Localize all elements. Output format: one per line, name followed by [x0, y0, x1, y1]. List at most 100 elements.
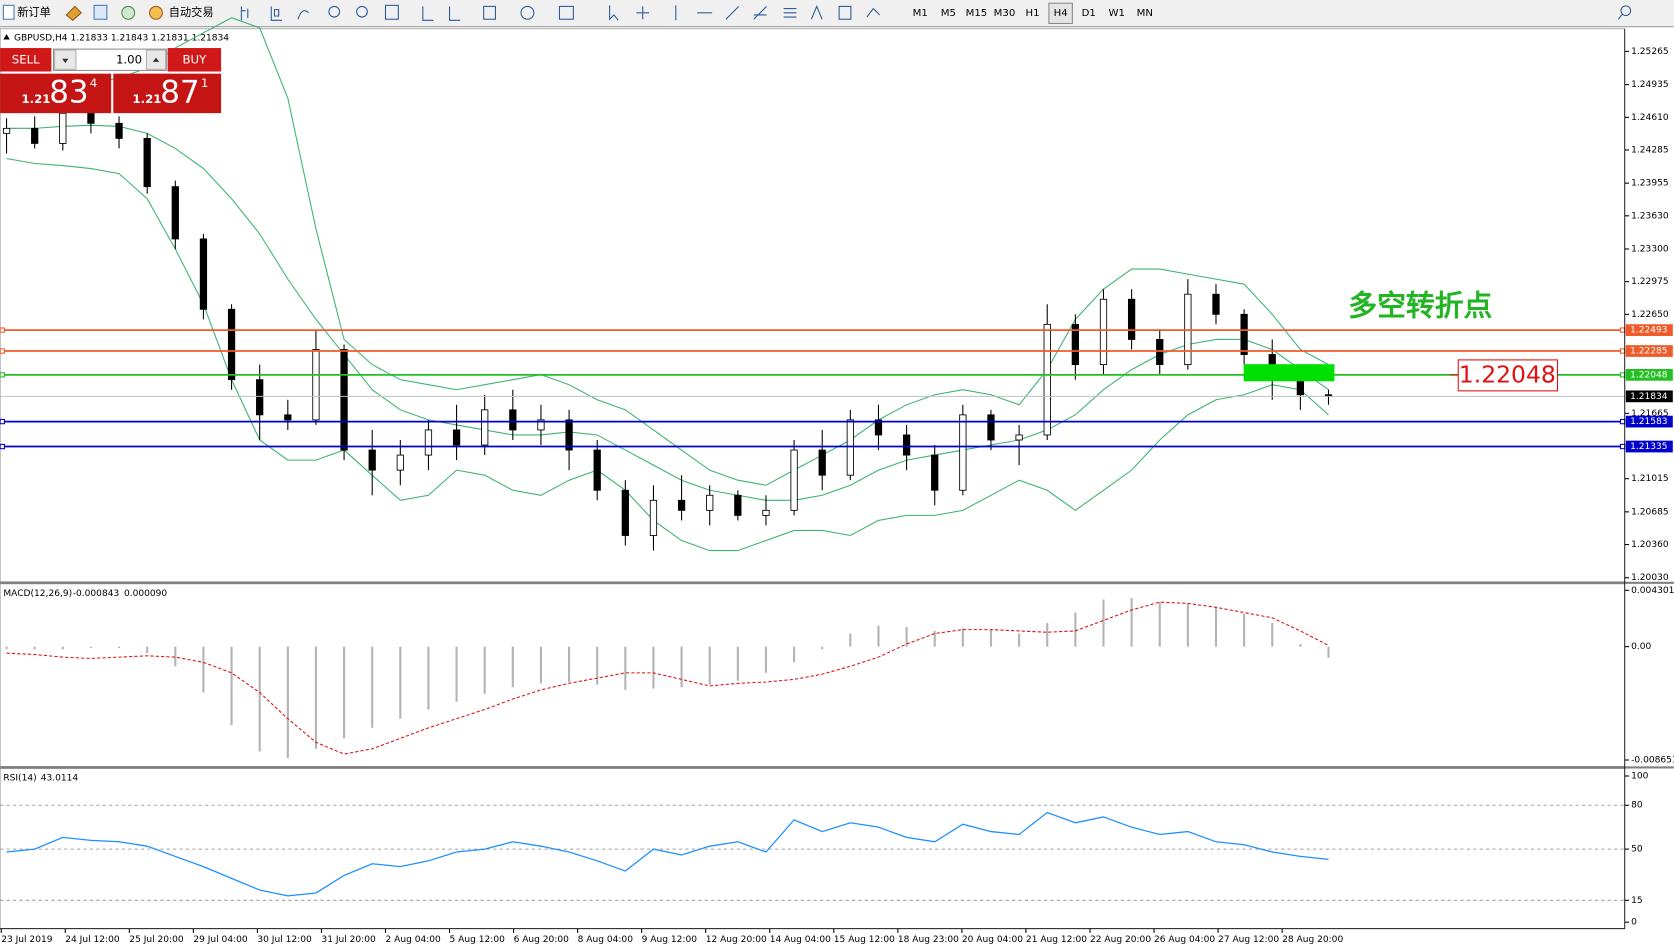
macd-bar — [343, 646, 346, 739]
timeframe-button[interactable]: H4 — [1054, 8, 1068, 19]
icon — [65, 5, 83, 21]
macd-bar — [961, 628, 964, 647]
icon — [240, 6, 249, 21]
timeframe-button[interactable]: W1 — [1109, 8, 1125, 19]
timeframe-button[interactable]: D1 — [1082, 8, 1096, 19]
lot-value[interactable]: 1.00 — [116, 52, 142, 66]
macd-bar — [877, 625, 880, 647]
y-tick-label: 1.20030 — [1631, 573, 1669, 583]
line-marker — [0, 372, 5, 378]
icon — [121, 5, 136, 20]
ohlc-value: 1.21831 — [151, 33, 188, 43]
macd-bar — [539, 646, 543, 684]
icon — [270, 6, 282, 21]
sell-button[interactable] — [0, 48, 52, 72]
macd-bar — [1018, 633, 1021, 647]
candle-body — [284, 414, 292, 421]
icon — [422, 6, 434, 21]
tool-icons — [240, 4, 1632, 21]
candle-body — [368, 449, 376, 471]
macd-bar — [708, 646, 711, 685]
y-tick-label: 1.21015 — [1631, 474, 1668, 484]
candle-body — [790, 449, 798, 511]
sell-price-box[interactable] — [0, 73, 112, 114]
symbol: GBPUSD,H4 — [14, 33, 68, 43]
timeframe-button[interactable]: H1 — [1026, 8, 1040, 19]
symbol-marker — [3, 34, 10, 40]
icon — [384, 4, 399, 20]
price-label: 1.22048 — [1630, 370, 1668, 380]
line-marker — [0, 348, 5, 354]
annotation: 多空转折点 — [1348, 288, 1492, 322]
macd-bar — [202, 646, 205, 693]
new-order-icon — [2, 4, 15, 20]
price-label-box — [1625, 440, 1673, 453]
candle-body — [537, 419, 545, 431]
x-tick-label: 25 Jul 20:00 — [129, 935, 184, 945]
candle-body — [452, 429, 461, 446]
candle-body — [621, 489, 629, 536]
timeframe-button[interactable]: M1 — [913, 8, 928, 19]
macd-bar — [146, 646, 149, 654]
x-tick-label: 18 Aug 23:00 — [898, 935, 959, 945]
lot-field[interactable] — [52, 48, 168, 71]
price-label-box — [1625, 415, 1673, 428]
icon — [483, 5, 496, 20]
icon — [297, 10, 310, 20]
macd-bar — [455, 646, 458, 702]
candle-body — [565, 419, 573, 451]
macd-bar — [624, 646, 627, 690]
bollinger-lower — [6, 157, 1329, 552]
icon — [838, 5, 852, 20]
macd-bar — [174, 646, 177, 667]
y-tick-label: 1.22975 — [1631, 277, 1668, 287]
macd-bar — [1158, 602, 1161, 647]
callout-label: 1.22048 — [1459, 360, 1556, 388]
auto-trade-button[interactable]: 自动交易 — [169, 5, 214, 19]
line-marker — [1619, 443, 1626, 450]
y-tick-label: 0.00 — [1631, 642, 1651, 652]
bollinger-middle — [6, 124, 1329, 501]
macd-bar — [314, 646, 318, 749]
candle-body — [31, 127, 39, 144]
timeframe-button[interactable]: M30 — [994, 8, 1016, 19]
candle-body — [1156, 339, 1164, 366]
y-tick-label: 15 — [1631, 896, 1643, 906]
new-order-button[interactable]: 新订单 — [17, 5, 51, 19]
y-tick-label: 1.24610 — [1631, 113, 1669, 123]
macd-bar — [511, 646, 514, 688]
macd-panel — [0, 583, 1626, 767]
price-label: 1.21583 — [1630, 417, 1668, 427]
x-tick-label: 26 Aug 04:00 — [1154, 935, 1215, 945]
buy-label: BUY — [183, 52, 208, 66]
macd-bar — [989, 629, 993, 647]
icon — [725, 6, 740, 20]
y-tick-label: 50 — [1631, 845, 1643, 855]
macd-bar — [5, 646, 8, 650]
buy-price-box[interactable] — [113, 73, 222, 114]
macd-bar — [1186, 603, 1189, 647]
line-marker — [1619, 372, 1626, 378]
line-marker — [0, 418, 5, 425]
macd-bar — [596, 646, 599, 685]
search-icon[interactable] — [1620, 5, 1632, 17]
icon — [152, 57, 160, 62]
timeframe-button[interactable]: M15 — [966, 8, 988, 19]
icon — [783, 8, 797, 18]
y-tick-label: 0.004301 — [1631, 586, 1674, 596]
x-tick-label: 22 Aug 20:00 — [1090, 935, 1151, 945]
timeframe-button[interactable]: MN — [1137, 8, 1153, 19]
line-marker — [0, 443, 5, 450]
candle-body — [509, 409, 517, 431]
y-tick-label: 100 — [1631, 771, 1649, 781]
candle-body — [312, 349, 320, 421]
candle-body — [396, 454, 404, 471]
icon — [753, 6, 767, 20]
timeframe-button[interactable]: M5 — [941, 8, 956, 19]
y-tick-label: 1.20685 — [1631, 507, 1668, 517]
candle-body — [424, 429, 433, 456]
buy-button[interactable] — [167, 48, 222, 72]
line-marker — [1619, 418, 1626, 425]
sell-pips: 83 — [49, 74, 88, 110]
macd-bar — [89, 646, 92, 648]
